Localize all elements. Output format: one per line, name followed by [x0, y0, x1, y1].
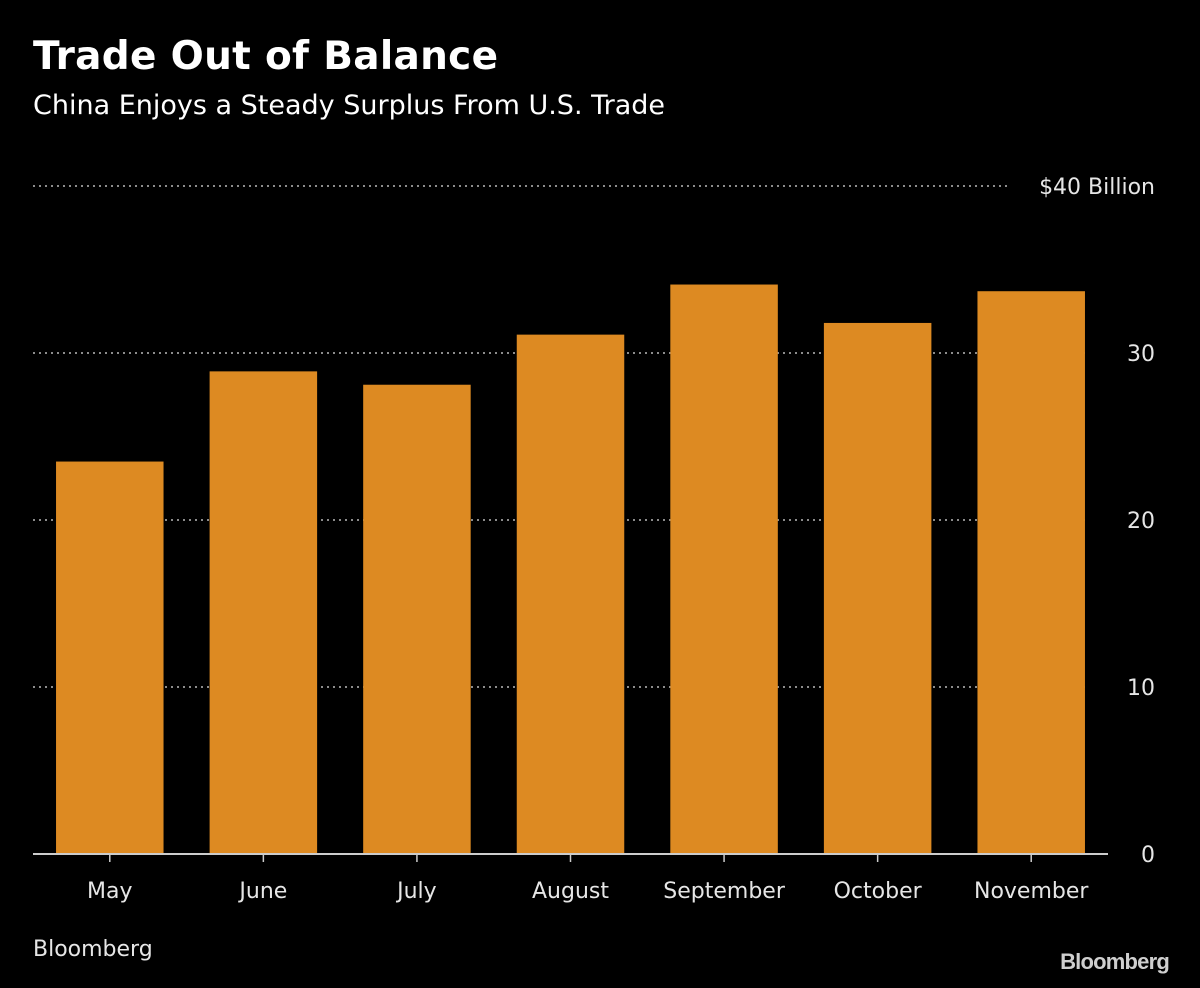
bar-june: [209, 371, 318, 854]
bar-september: [670, 284, 778, 854]
y-tick-label: $40 Billion: [1039, 175, 1155, 200]
bar-october: [823, 322, 932, 854]
y-tick-label: 0: [1141, 843, 1155, 868]
x-tick-label: June: [237, 879, 287, 904]
bar-may: [56, 461, 164, 854]
x-tick-label: August: [532, 879, 609, 904]
y-tick-label: 10: [1127, 676, 1155, 701]
bar-november: [977, 291, 1085, 855]
source-label: Bloomberg: [33, 937, 153, 962]
y-tick-label: 20: [1127, 509, 1155, 534]
x-tick-label: July: [395, 879, 437, 904]
x-tick-label: May: [87, 879, 132, 904]
bars: [56, 284, 1085, 855]
x-tick-label: September: [663, 879, 786, 904]
y-axis-ticks: 0 10 20 30 $40 Billion: [1039, 175, 1155, 868]
y-tick-label: 30: [1127, 342, 1155, 367]
chart-title: Trade Out of Balance: [33, 34, 499, 79]
x-tick-label: October: [834, 879, 923, 904]
chart-subtitle: China Enjoys a Steady Surplus From U.S. …: [33, 90, 666, 121]
x-axis-ticks: May June July August September October Novembe…: [87, 879, 1089, 904]
bloomberg-logo: Bloomberg: [1060, 949, 1170, 974]
x-tick-label: November: [974, 879, 1089, 904]
bar-july: [363, 384, 471, 854]
x-axis: [33, 853, 1108, 862]
bar-august: [516, 334, 625, 854]
